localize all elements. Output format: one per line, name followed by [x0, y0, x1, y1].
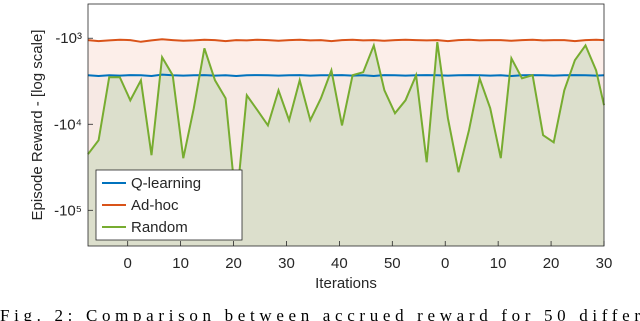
x-tick-label: 30 — [278, 255, 295, 272]
series-line — [87, 38, 605, 43]
series-line — [87, 73, 605, 78]
x-tick-label: 20 — [225, 255, 242, 272]
legend-label: Q-learning — [131, 175, 201, 192]
x-tick-label: 20 — [543, 255, 560, 272]
y-axis-label: Episode Reward - [log scale] — [29, 30, 46, 221]
y-tick-label: -10⁵ — [54, 202, 82, 219]
y-tick-label: -10³ — [55, 30, 82, 47]
x-tick-label: 0 — [441, 255, 449, 272]
legend-label: Ad-hoc — [131, 197, 179, 214]
x-tick-label: 0 — [124, 255, 132, 272]
series-line — [87, 41, 605, 206]
x-axis-label: Iterations — [315, 275, 377, 292]
x-tick-label: 30 — [596, 255, 613, 272]
caption: Fig. 2: Comparison between accrued rewar… — [0, 306, 640, 321]
x-tick-label: 10 — [172, 255, 189, 272]
legend-label: Random — [131, 219, 188, 236]
y-tick-label: -10⁴ — [54, 116, 82, 133]
x-tick-label: 10 — [490, 255, 507, 272]
plot-frame — [87, 3, 605, 247]
x-tick-label: 50 — [384, 255, 401, 272]
x-tick-label: 40 — [331, 255, 348, 272]
